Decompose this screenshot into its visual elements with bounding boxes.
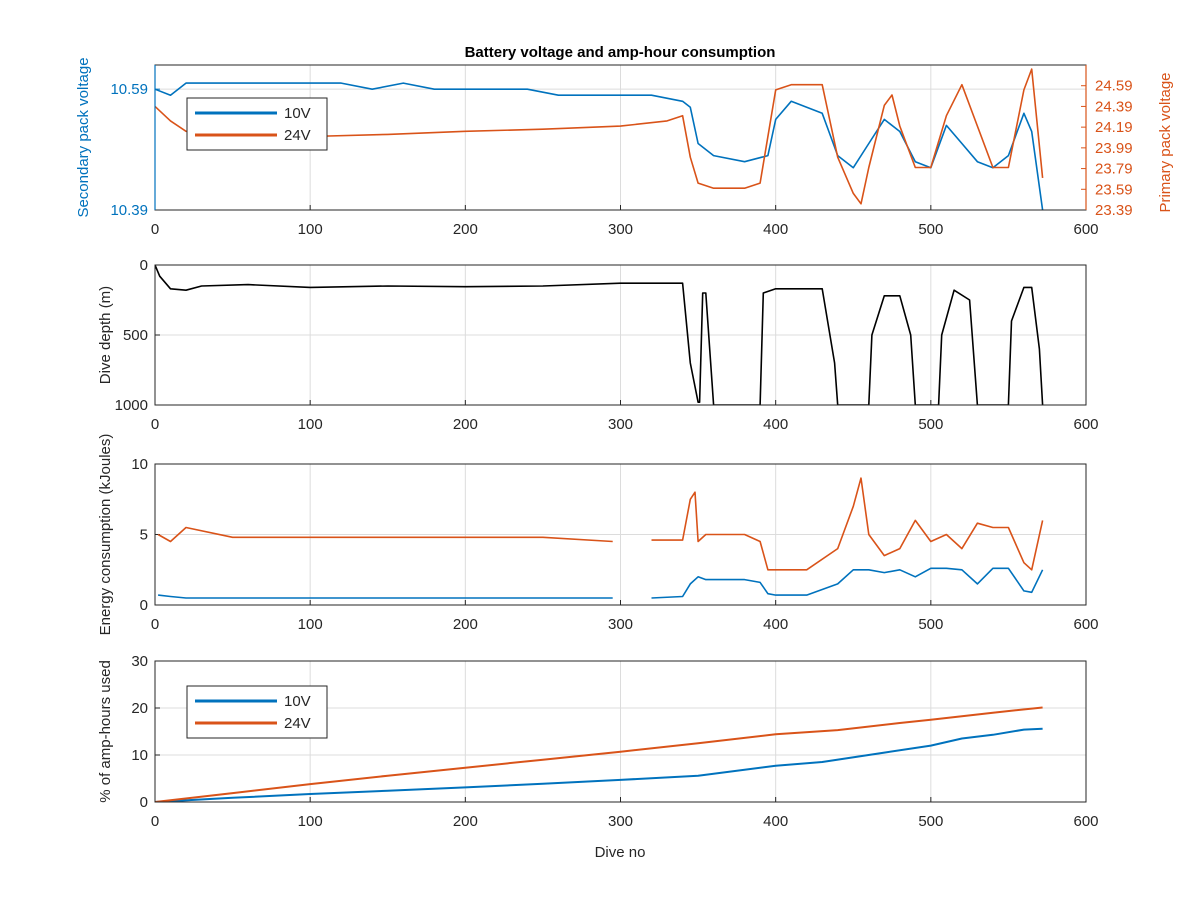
x-tick-label: 300 — [608, 416, 633, 433]
y-tick-label: 5 — [140, 527, 148, 544]
voltage-panel: 0 100 200 300 400 500 600 10.39 10.59 23.39 23.59 2… — [75, 57, 1174, 238]
legend-label-10v: 10V — [284, 105, 311, 122]
y-tick-label: 10 — [131, 747, 148, 764]
x-tick-label: 200 — [453, 813, 478, 830]
y-axis-label: Energy consumption (kJoules) — [97, 434, 114, 636]
x-tick-label: 100 — [298, 221, 323, 238]
x-axis-label: Dive no — [595, 844, 646, 861]
y-right-tick-label: 24.59 — [1095, 78, 1133, 95]
y-tick-label: 30 — [131, 653, 148, 670]
y-tick-label: 20 — [131, 700, 148, 717]
x-tick-label: 100 — [298, 416, 323, 433]
y-right-tick-label: 23.39 — [1095, 202, 1133, 219]
amp-hours-panel: 0 100 200 300 400 500 600 0 10 20 30 % of amp-hours… — [97, 653, 1099, 830]
y-axis-label: Dive depth (m) — [97, 286, 114, 384]
series-line-24v — [155, 706, 1043, 802]
x-tick-label: 0 — [151, 616, 159, 633]
x-tick-label: 200 — [453, 616, 478, 633]
y-right-tick-label: 24.39 — [1095, 98, 1133, 115]
y-right-tick-label: 23.99 — [1095, 140, 1133, 157]
x-tick-label: 500 — [918, 813, 943, 830]
legend-box — [186, 97, 328, 151]
y-tick-label: 10.39 — [110, 202, 148, 219]
x-tick-label: 400 — [763, 616, 788, 633]
y-tick-label: 10.59 — [110, 81, 148, 98]
x-tick-label: 300 — [608, 221, 633, 238]
series-line-10v — [158, 567, 1044, 599]
series-line-24v — [157, 477, 1044, 571]
y-axis-label: Secondary pack voltage — [75, 57, 92, 217]
legend-label-24v: 24V — [284, 715, 311, 732]
x-tick-label: 600 — [1073, 221, 1098, 238]
x-tick-label: 600 — [1073, 416, 1098, 433]
axes-frame — [154, 660, 1087, 803]
x-tick-label: 500 — [918, 221, 943, 238]
y-tick-label: 0 — [140, 257, 148, 274]
y-right-tick-label: 23.59 — [1095, 181, 1133, 198]
x-tick-label: 600 — [1073, 813, 1098, 830]
x-tick-label: 500 — [918, 416, 943, 433]
y-tick-label: 0 — [140, 794, 148, 811]
x-tick-label: 0 — [151, 416, 159, 433]
y-right-tick-label: 23.79 — [1095, 161, 1133, 178]
y-axis-label: % of amp-hours used — [97, 660, 114, 803]
axes-frame — [154, 264, 1087, 406]
y-tick-label: 0 — [140, 597, 148, 614]
axes-frame — [154, 463, 1087, 606]
legend-label-24v: 24V — [284, 127, 311, 144]
y-tick-label: 10 — [131, 456, 148, 473]
series-line-10v — [155, 727, 1043, 802]
x-tick-label: 0 — [151, 813, 159, 830]
y-right-tick-label: 24.19 — [1095, 119, 1133, 136]
x-tick-label: 300 — [608, 616, 633, 633]
series-line-depth — [155, 265, 1044, 405]
x-tick-label: 200 — [453, 416, 478, 433]
x-tick-label: 300 — [608, 813, 633, 830]
y-tick-label: 500 — [123, 327, 148, 344]
legend-label-10v: 10V — [284, 693, 311, 710]
figure-title: Battery voltage and amp-hour consumption — [465, 44, 776, 61]
x-tick-label: 100 — [298, 616, 323, 633]
x-tick-label: 100 — [298, 813, 323, 830]
x-tick-label: 400 — [763, 221, 788, 238]
x-tick-label: 500 — [918, 616, 943, 633]
x-tick-label: 0 — [151, 221, 159, 238]
y-right-axis-label: Primary pack voltage — [1157, 72, 1174, 212]
x-tick-label: 200 — [453, 221, 478, 238]
series-line-10v — [155, 82, 1044, 210]
x-tick-label: 600 — [1073, 616, 1098, 633]
legend-box — [186, 685, 328, 739]
energy-panel: 0 100 200 300 400 500 600 0 5 10 Energy consumptio… — [97, 434, 1099, 636]
y-tick-label: 1000 — [115, 397, 148, 414]
x-tick-label: 400 — [763, 416, 788, 433]
x-tick-label: 400 — [763, 813, 788, 830]
